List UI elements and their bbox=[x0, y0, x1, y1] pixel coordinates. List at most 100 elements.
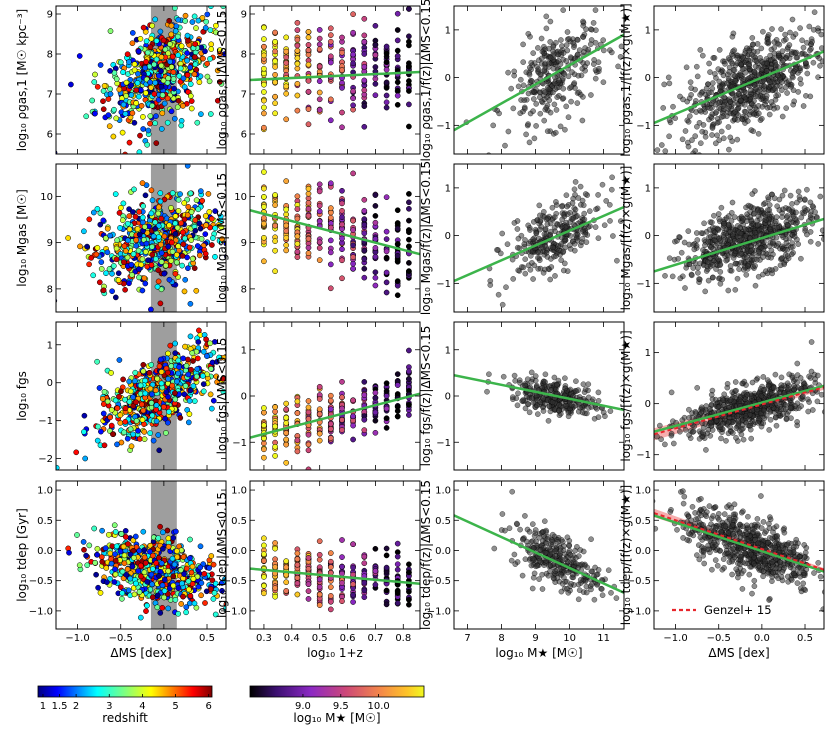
data-point bbox=[555, 58, 562, 64]
data-point bbox=[116, 357, 123, 363]
data-point bbox=[697, 140, 704, 147]
data-point bbox=[189, 350, 196, 356]
data-point bbox=[305, 34, 312, 41]
data-point bbox=[406, 260, 412, 266]
y-tick-label: 8 bbox=[47, 50, 53, 61]
data-point bbox=[361, 123, 368, 130]
data-point bbox=[599, 181, 606, 188]
data-point bbox=[163, 430, 169, 436]
data-point bbox=[261, 215, 267, 221]
data-point bbox=[139, 416, 146, 423]
data-point bbox=[394, 37, 401, 44]
data-point bbox=[294, 55, 301, 62]
data-point bbox=[116, 86, 123, 93]
data-point bbox=[558, 257, 565, 264]
data-point bbox=[109, 288, 115, 295]
data-point bbox=[174, 104, 181, 111]
data-point bbox=[394, 408, 401, 414]
data-point bbox=[727, 263, 734, 269]
data-point bbox=[212, 225, 218, 232]
data-point bbox=[187, 300, 194, 307]
data-point bbox=[747, 203, 754, 210]
data-point bbox=[294, 254, 301, 260]
data-point bbox=[96, 385, 103, 391]
data-point bbox=[128, 82, 135, 88]
data-point bbox=[168, 205, 174, 211]
data-point bbox=[748, 218, 755, 225]
data-point bbox=[679, 136, 686, 143]
data-point bbox=[129, 40, 136, 47]
data-point bbox=[102, 235, 109, 241]
data-point bbox=[600, 79, 607, 86]
data-point bbox=[503, 284, 509, 291]
data-point bbox=[528, 78, 535, 84]
data-point bbox=[294, 240, 301, 247]
data-point bbox=[98, 428, 104, 435]
data-point bbox=[283, 247, 290, 254]
data-point bbox=[175, 243, 182, 250]
data-point bbox=[122, 286, 128, 293]
data-point bbox=[383, 92, 390, 99]
data-point bbox=[339, 221, 345, 228]
data-point bbox=[520, 59, 527, 65]
data-point bbox=[782, 31, 788, 38]
data-point bbox=[767, 104, 773, 111]
data-point bbox=[100, 217, 107, 224]
data-point bbox=[158, 241, 164, 248]
data-point bbox=[190, 383, 197, 389]
data-point bbox=[372, 429, 379, 436]
data-point bbox=[560, 50, 567, 56]
data-point bbox=[350, 265, 356, 272]
data-point bbox=[130, 394, 136, 401]
y-axis-label: log₁₀ ρgas,1|ΔMS<0.15 bbox=[215, 10, 229, 149]
data-point bbox=[158, 380, 165, 387]
data-point bbox=[798, 255, 804, 262]
data-point bbox=[732, 109, 739, 115]
data-point bbox=[126, 213, 133, 219]
data-point bbox=[350, 51, 356, 58]
data-point bbox=[678, 249, 685, 256]
data-point bbox=[283, 242, 290, 249]
data-point bbox=[149, 244, 155, 250]
data-point bbox=[677, 275, 684, 282]
data-point bbox=[564, 29, 571, 35]
data-point bbox=[510, 276, 517, 282]
data-point bbox=[203, 222, 209, 229]
data-point bbox=[200, 55, 206, 62]
data-point bbox=[138, 102, 145, 109]
data-point bbox=[787, 244, 794, 251]
data-point bbox=[316, 63, 323, 70]
data-point bbox=[128, 261, 135, 268]
plot-frame bbox=[55, 321, 227, 471]
data-point bbox=[787, 29, 793, 36]
data-point bbox=[192, 227, 199, 234]
data-point bbox=[579, 65, 586, 72]
data-point bbox=[350, 242, 356, 249]
data-point bbox=[549, 204, 556, 211]
data-point bbox=[119, 217, 126, 224]
data-point bbox=[738, 250, 745, 257]
data-point bbox=[339, 378, 345, 385]
data-point bbox=[294, 92, 301, 99]
data-point bbox=[677, 93, 683, 100]
data-point bbox=[494, 247, 500, 253]
data-point bbox=[94, 206, 101, 212]
data-point bbox=[747, 248, 754, 254]
data-point bbox=[784, 213, 791, 219]
data-point bbox=[406, 191, 412, 197]
data-point bbox=[305, 441, 312, 448]
data-point bbox=[171, 115, 178, 122]
data-point bbox=[585, 46, 592, 53]
data-point bbox=[751, 82, 758, 88]
data-point bbox=[316, 430, 323, 437]
data-point bbox=[550, 244, 556, 251]
data-point bbox=[261, 52, 267, 59]
data-point bbox=[515, 390, 521, 397]
data-point bbox=[527, 266, 534, 273]
data-point bbox=[595, 397, 602, 404]
data-point bbox=[758, 244, 765, 251]
data-point bbox=[107, 86, 113, 92]
data-point bbox=[191, 265, 198, 272]
data-point bbox=[164, 369, 171, 376]
